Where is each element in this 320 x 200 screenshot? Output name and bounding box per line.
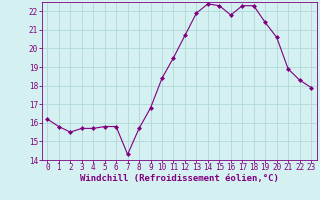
X-axis label: Windchill (Refroidissement éolien,°C): Windchill (Refroidissement éolien,°C) [80, 174, 279, 183]
